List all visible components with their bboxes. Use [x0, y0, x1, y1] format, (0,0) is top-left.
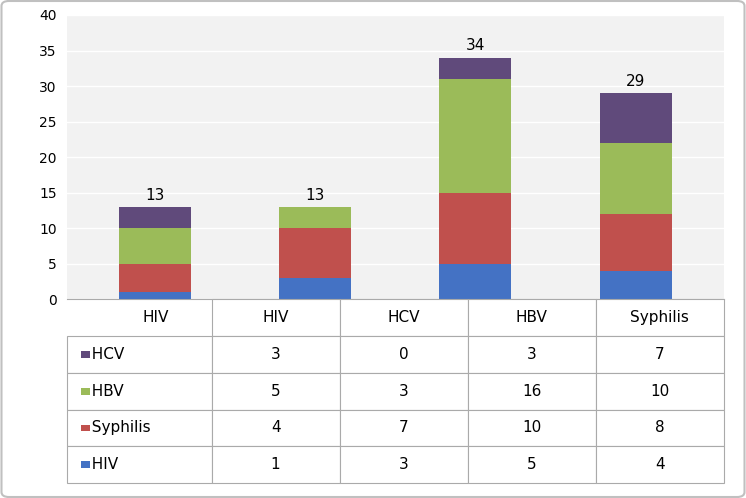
Bar [439, 58, 512, 79]
Text: 13: 13 [306, 188, 325, 203]
Bar [279, 229, 351, 278]
Text: 34: 34 [466, 38, 485, 53]
Bar [439, 193, 512, 264]
Bar [279, 207, 351, 229]
Bar [119, 207, 191, 229]
Bar [119, 229, 191, 264]
Bar [600, 271, 671, 299]
Bar [119, 292, 191, 299]
Bar [600, 214, 671, 271]
Text: 13: 13 [145, 188, 165, 203]
Bar [439, 79, 512, 193]
Bar [119, 264, 191, 292]
Bar [600, 93, 671, 143]
Bar [439, 264, 512, 299]
Bar [279, 278, 351, 299]
Text: 29: 29 [626, 74, 645, 89]
Bar [600, 143, 671, 214]
